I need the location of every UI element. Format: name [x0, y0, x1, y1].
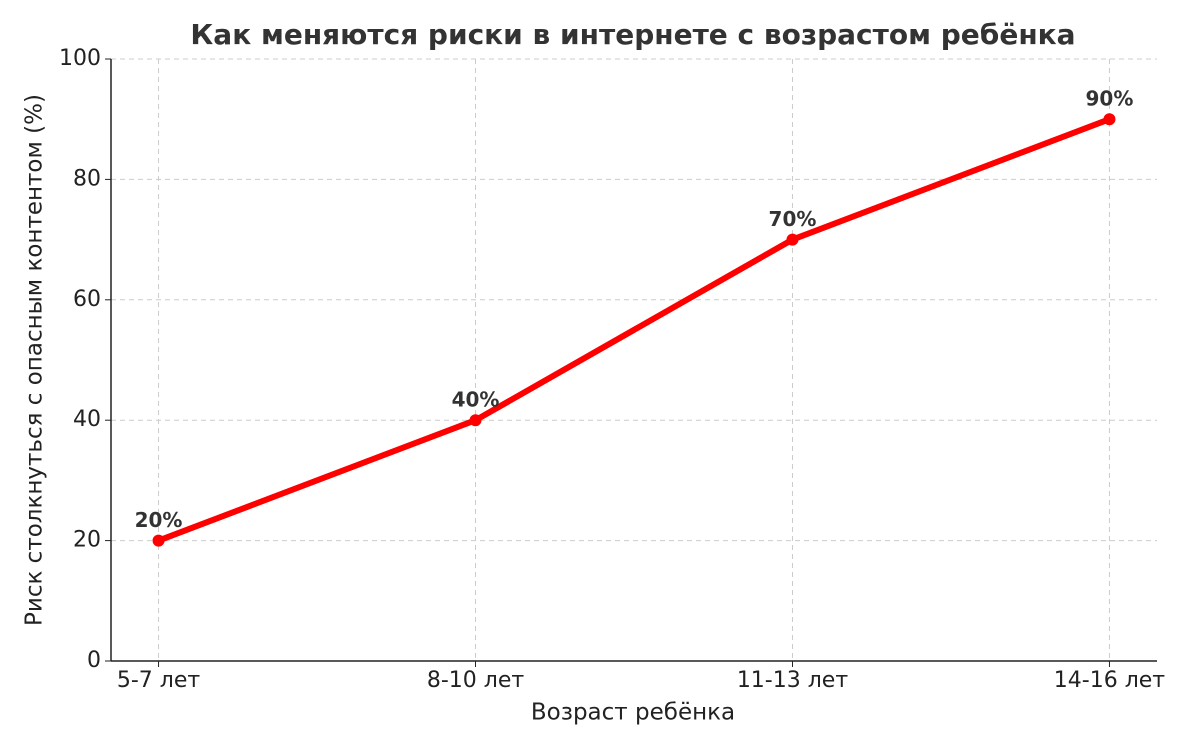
data-label: 20%	[135, 508, 183, 532]
point	[469, 414, 482, 427]
y-tick-label: 80	[73, 166, 101, 191]
x-tick-label: 14-16 лет	[1054, 668, 1166, 693]
y-tick-label: 60	[73, 287, 101, 312]
data-label: 40%	[452, 388, 500, 412]
x-tick-label: 11-13 лет	[737, 668, 849, 693]
data-label: 90%	[1086, 87, 1134, 111]
point	[786, 233, 799, 246]
point	[152, 534, 165, 547]
y-tick-label: 40	[73, 407, 101, 432]
y-tick-label: 0	[87, 648, 101, 673]
y-tick-label: 100	[59, 46, 101, 71]
x-axis-label: Возраст ребёнка	[531, 700, 735, 726]
y-tick-label: 20	[73, 528, 101, 553]
data-label: 70%	[769, 207, 817, 231]
y-axis-label: Риск столкнуться с опасным контентом (%)	[22, 94, 48, 626]
line	[157, 116, 1111, 544]
x-tick-label: 5-7 лет	[117, 668, 201, 693]
chart-title: Как меняются риски в интернете с возраст…	[190, 18, 1075, 51]
point	[1103, 113, 1116, 126]
x-tick-label: 8-10 лет	[427, 668, 525, 693]
